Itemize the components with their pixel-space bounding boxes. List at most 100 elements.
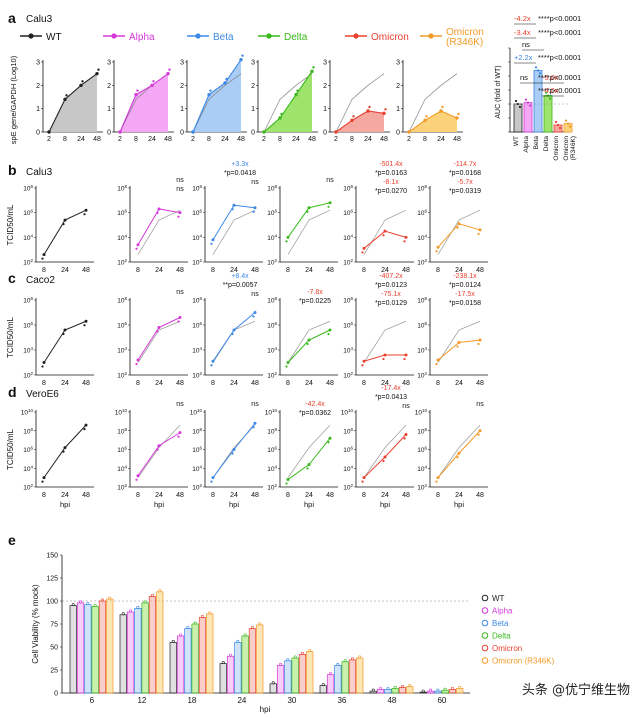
panel-e-bar-delta: [191, 623, 199, 694]
panel_d-xtick-label: 48: [176, 492, 184, 499]
panel_c-annotation: ns: [176, 289, 184, 296]
panel_b-point: [136, 243, 140, 247]
panel_d-ytick-label: 102: [343, 483, 353, 492]
panel_b-ytick-label: 104: [267, 233, 277, 242]
panel_c-point: [178, 316, 182, 319]
panel_c-replicate-point: [327, 332, 330, 336]
panel_d-ytick-label: 102: [23, 483, 33, 492]
panel-e-legend-label: Omicron: [492, 644, 522, 653]
panel_b-replicate-point: [456, 226, 459, 229]
panel-e-bar-wt: [269, 683, 277, 694]
panel-e-xtick-label: 18: [187, 696, 196, 705]
panel-a-replicate-point: [97, 68, 100, 71]
panel-e-bar-wt: [169, 642, 177, 694]
panel-a-ytick-label: 1: [180, 106, 184, 113]
auc-point: [524, 98, 528, 101]
panel-e-point: [408, 684, 412, 688]
panel-e-bar-omicron-r346k-: [156, 591, 164, 694]
panel-e-point: [193, 621, 197, 625]
panel_c-xtick-label: 48: [326, 380, 334, 387]
panel_c-xtick-label: 24: [455, 380, 463, 387]
panel_c-wt-reference-line: [363, 320, 407, 363]
legend-item-alpha: Alpha: [103, 32, 155, 43]
panel-e-point: [293, 655, 297, 659]
panel-a-xtick-label: 8: [207, 136, 211, 143]
panel_d-ytick-label: 102: [417, 483, 427, 492]
panel_d-point: [42, 476, 46, 480]
panel_d-annotation: ns: [402, 403, 410, 410]
panel-e-bar-omicron-r346k-: [356, 657, 364, 694]
panel-a-xtick-label: 48: [453, 136, 461, 143]
panel_d-ytick-label: 1010: [265, 408, 278, 417]
panel_d-xtick-label: 24: [381, 492, 389, 499]
panel_c-letter: c: [8, 270, 16, 286]
panel-a-ytick-label: 3: [396, 60, 400, 67]
panel-a-xtick-label: 48: [237, 136, 245, 143]
panel-a-point: [223, 81, 227, 85]
panel_b-point: [478, 228, 482, 232]
panel_b-letter: b: [8, 162, 17, 178]
panel_c-point: [478, 338, 482, 342]
panel_c-xtick-label: 24: [230, 380, 238, 387]
panel_c-replicate-point: [456, 345, 459, 348]
panel-e-point: [79, 600, 83, 604]
panel-a-point: [150, 83, 154, 88]
panel_d-ytick-label: 104: [23, 464, 33, 473]
panel-a-area-5: [409, 111, 457, 132]
panel-e-bar-alpha: [276, 665, 285, 694]
panel-a-xtick-label: 2: [118, 136, 122, 143]
panel_b-annotation: *p=0.0418: [224, 170, 256, 177]
panel_c-xtick-label: 24: [305, 380, 313, 387]
panel-a-letter: a: [8, 10, 16, 26]
panel_b-xtick-label: 48: [402, 267, 410, 274]
panel_d-wt-reference-line: [363, 424, 407, 478]
panel-e-legend-label: Omicron (R346K): [492, 657, 555, 666]
panel_d-replicate-point: [62, 450, 65, 453]
panel-a-xtick-label: 2: [262, 136, 266, 143]
panel_d-ytick-label: 104: [117, 464, 127, 473]
panel_c-point: [157, 326, 161, 329]
panel_d-point: [457, 451, 461, 455]
panel-e-bar-delta: [91, 606, 99, 694]
panel_c-ytick-label: 106: [343, 321, 353, 330]
panel-e-point: [429, 688, 433, 692]
panel_c-replicate-point: [285, 365, 288, 368]
legend-item-wt: WT: [20, 32, 62, 43]
panel-a-xtick-label: 24: [364, 136, 372, 143]
panel_b-ytick-label: 106: [343, 209, 353, 218]
panel-a-replicate-point: [168, 68, 171, 71]
panel_c-ytick-label: 106: [23, 321, 33, 330]
panel_b-replicate-point: [210, 242, 213, 245]
panel_d-annotation: -17.4x: [381, 385, 401, 392]
panel-e-ytick-label: 125: [46, 576, 58, 583]
panel-e-point: [350, 657, 354, 661]
panel-e-bar-delta: [141, 602, 149, 694]
panel_d-ytick-label: 1010: [21, 408, 34, 417]
panel-e-bar-wt: [69, 605, 77, 694]
panel-e-xtick-label: 36: [337, 696, 346, 705]
panel_b-replicate-point: [327, 205, 330, 208]
panel_c-point: [404, 353, 408, 357]
panel_c-point: [457, 341, 461, 344]
panel-e-legend-label: Beta: [492, 619, 509, 628]
panel_d-point: [383, 455, 387, 459]
auc-bar-delta: [543, 95, 553, 133]
panel_c-annotation: -407.2x: [379, 273, 403, 280]
panel-a-ylabel: spE gene/GAPDH (Log10): [9, 55, 18, 144]
panel_c-point: [328, 328, 332, 332]
panel_d-replicate-point: [210, 480, 213, 483]
panel_b-xtick-label: 24: [61, 267, 69, 274]
legend-item-beta: Beta: [187, 32, 234, 43]
auc-category-label: Beta: [533, 136, 540, 150]
panel_c-ytick-label: 106: [267, 321, 277, 330]
panel-a-xtick-label: 8: [278, 136, 282, 143]
panel-e-bar-omicron: [148, 596, 157, 694]
panel_d-ytick-label: 106: [417, 446, 427, 455]
panel-a-xtick-label: 48: [164, 136, 172, 143]
panel_b-ytick-label: 106: [192, 209, 202, 218]
panel_d-ytick-label: 102: [117, 483, 127, 492]
panel_c-annotation: +8.4x: [231, 273, 249, 280]
panel-e-legend-label: Delta: [492, 632, 511, 641]
legend-swatch-dot: [353, 33, 359, 39]
panel-e-point: [208, 611, 212, 615]
